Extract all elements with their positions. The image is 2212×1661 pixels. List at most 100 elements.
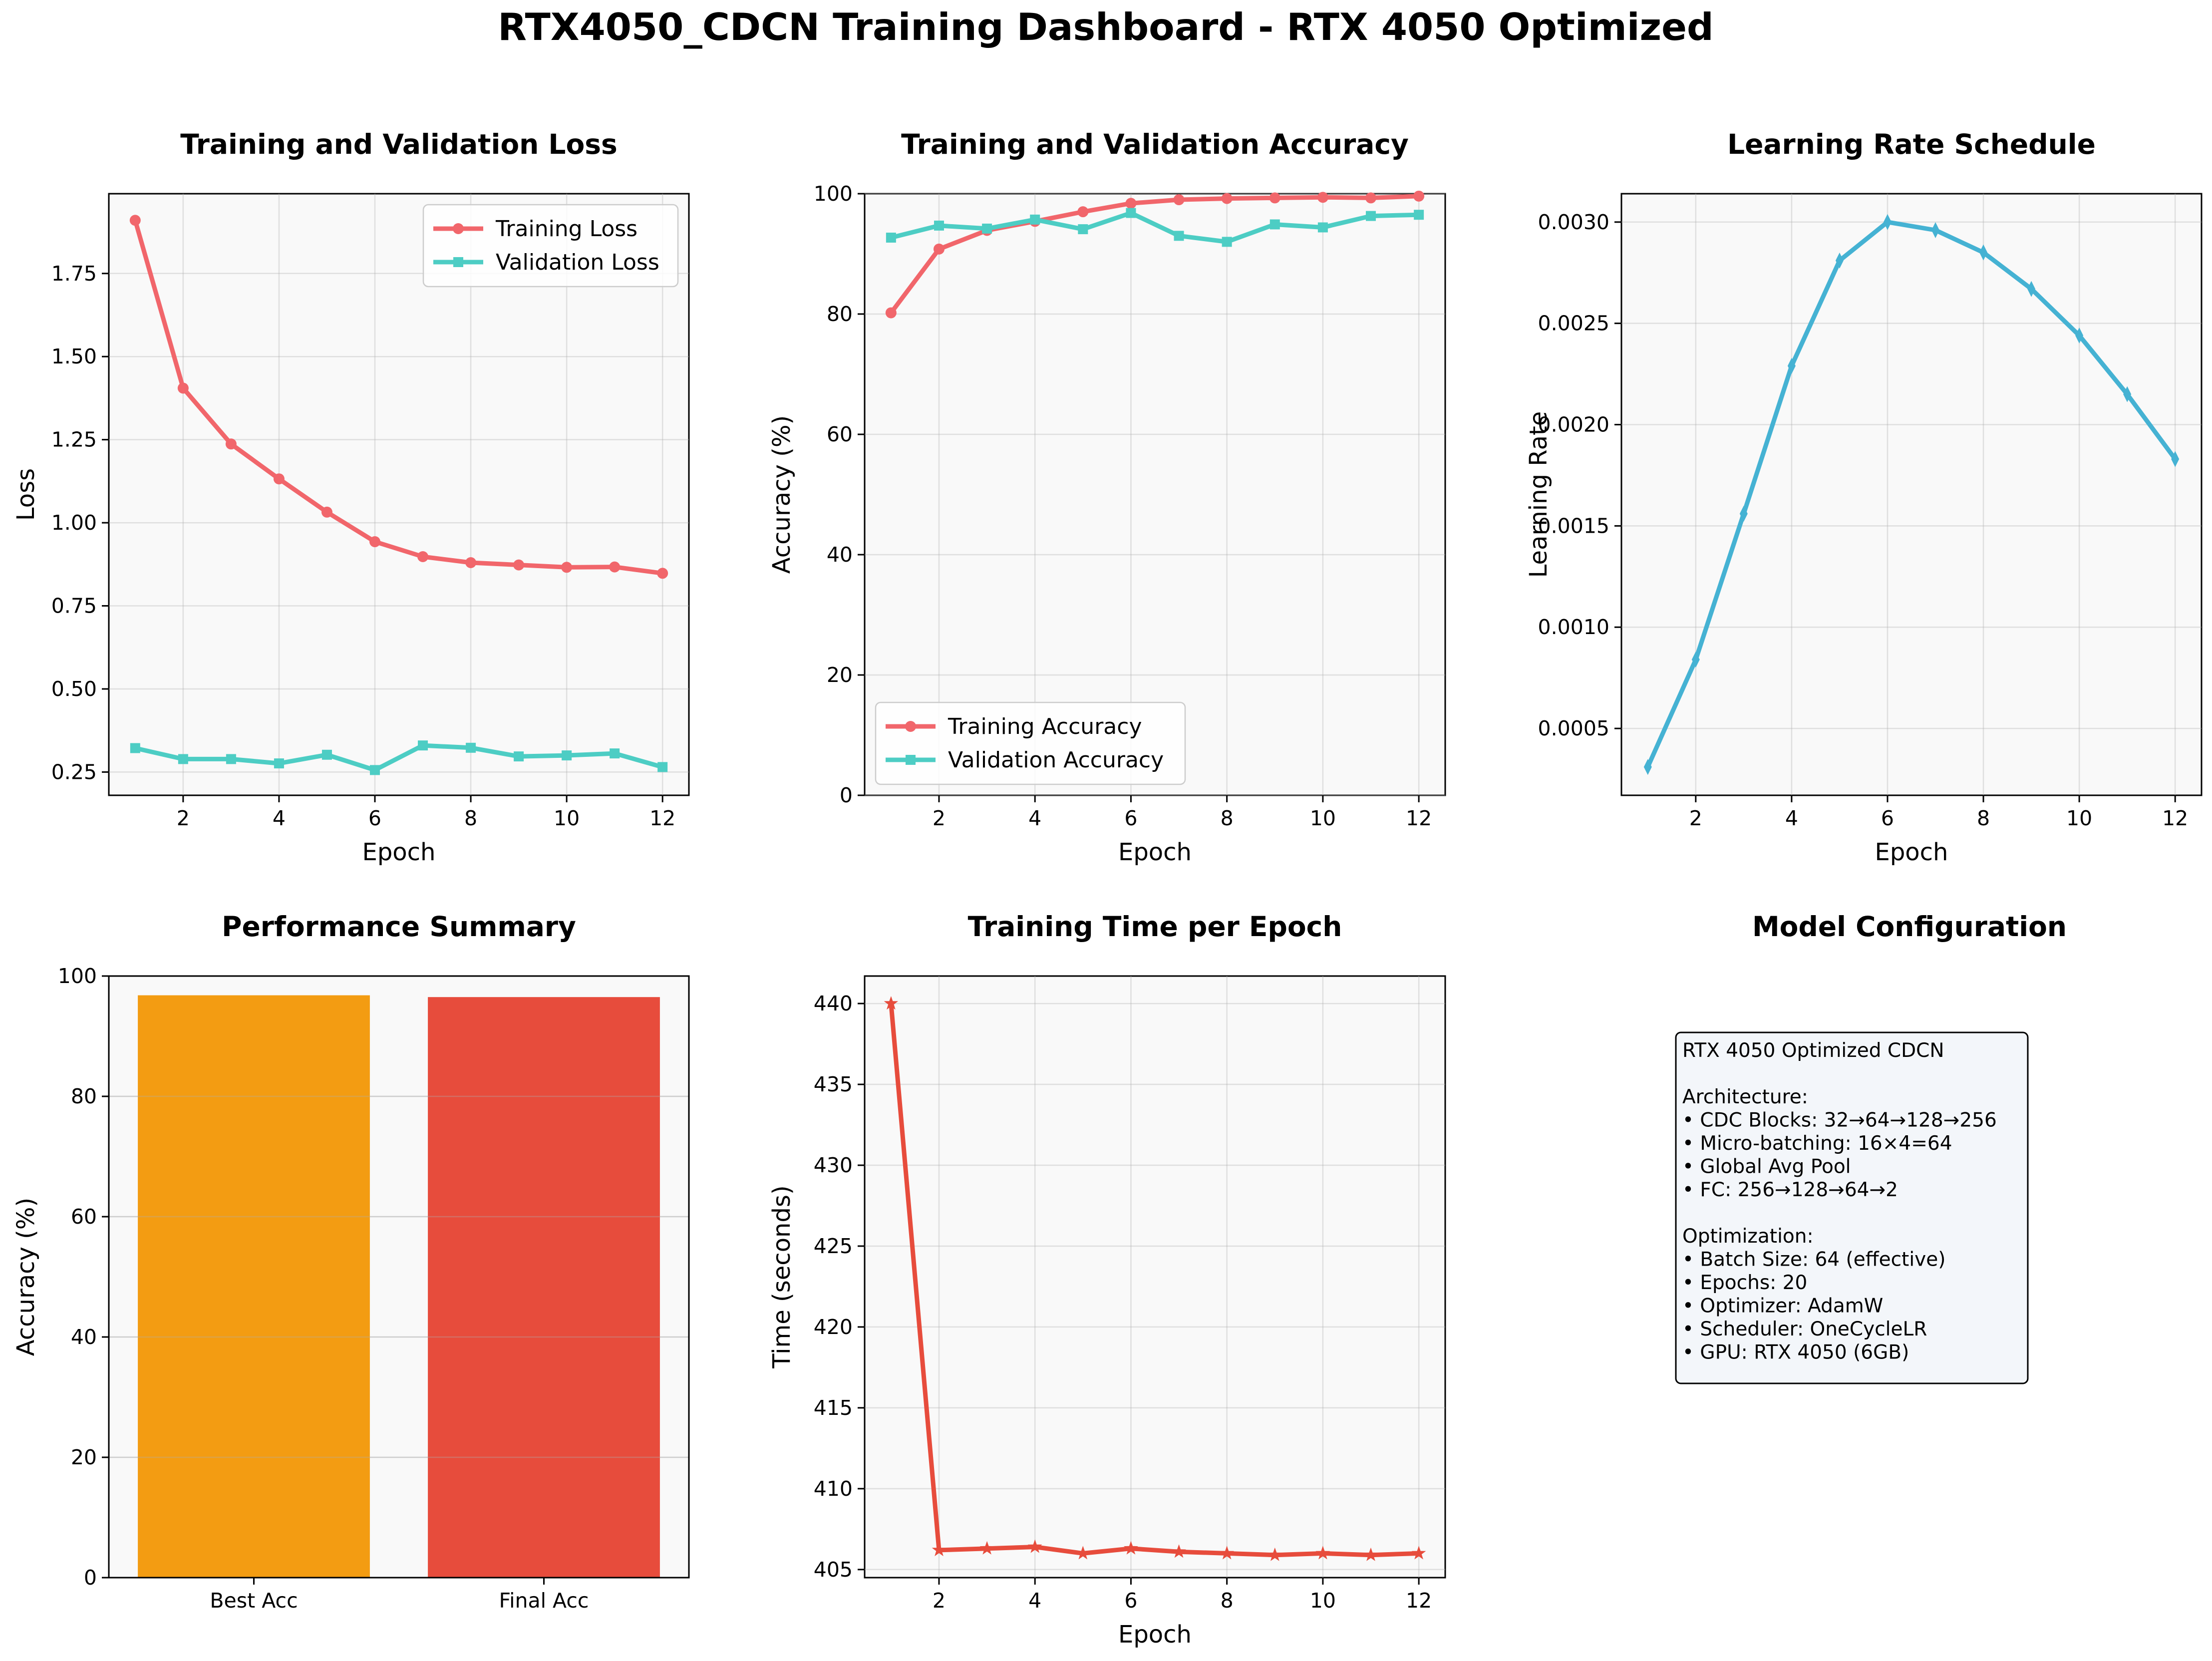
data-point: [562, 750, 572, 761]
y-axis-label: Accuracy (%): [768, 415, 796, 574]
data-point: [1835, 252, 1844, 269]
data-point: [1413, 190, 1425, 202]
data-point: [2123, 386, 2132, 402]
legend-box: [422, 204, 679, 288]
x-tick-label: 6: [1124, 1589, 1137, 1613]
config-line: • Epochs: 20: [1682, 1272, 1807, 1294]
data-point: [466, 742, 476, 753]
y-tick-label: 420: [814, 1315, 853, 1339]
config-line: • CDC Blocks: 32→64→128→256: [1682, 1109, 1997, 1132]
data-point: [178, 754, 188, 764]
data-point: [1126, 208, 1136, 218]
y-tick-label: 425: [814, 1234, 853, 1258]
config-line: RTX 4050 Optimized CDCN: [1682, 1039, 1944, 1062]
y-tick-label: 1.00: [51, 511, 97, 535]
series-line: [133, 218, 665, 576]
data-point: [1411, 1546, 1426, 1560]
data-point: [982, 223, 992, 234]
x-tick-label: 4: [273, 806, 286, 830]
x-tick-label: 6: [1881, 806, 1894, 830]
y-tick-label: 0: [840, 783, 853, 807]
y-tick-label: 1.50: [51, 344, 97, 368]
config-line: • FC: 256→128→64→2: [1682, 1179, 1898, 1201]
x-tick-label: 4: [1028, 1589, 1041, 1613]
config-line: • Batch Size: 64 (effective): [1682, 1249, 1945, 1271]
x-tick-label: 10: [2066, 806, 2092, 830]
data-point: [1267, 1547, 1282, 1561]
dashboard-title: RTX4050_CDCN Training Dashboard - RTX 40…: [498, 5, 1714, 49]
x-axis-label: Epoch: [1875, 838, 1948, 866]
y-tick-label: 0.0030: [1538, 210, 1609, 234]
data-point: [1030, 214, 1040, 225]
legend-swatch-marker: [905, 721, 916, 732]
data-point: [1365, 192, 1377, 204]
data-point: [1078, 224, 1088, 235]
series-line: [889, 194, 1421, 316]
series-line: [889, 211, 1421, 244]
data-point: [1691, 652, 1700, 668]
data-point: [1979, 244, 1988, 261]
plot-area: [864, 975, 1446, 1579]
y-tick-label: 1.75: [51, 262, 97, 286]
y-tick-label: 415: [814, 1396, 853, 1420]
data-point: [1317, 222, 1328, 233]
config-line: • Optimizer: AdamW: [1682, 1295, 1883, 1318]
data-point: [129, 215, 141, 226]
y-tick-label: 0.0010: [1538, 615, 1609, 639]
y-tick-label: 80: [827, 302, 853, 326]
x-tick-label: 12: [1406, 1589, 1432, 1613]
learning-rate-chart: Learning Rate Schedule Epoch Learning Rate…: [1525, 128, 2203, 866]
data-point: [225, 438, 237, 450]
data-point: [884, 996, 899, 1010]
data-point: [1173, 194, 1185, 206]
data-point: [130, 743, 140, 753]
data-point: [274, 758, 284, 769]
plot-frame: [108, 975, 690, 1579]
y-tick-label: 435: [814, 1072, 853, 1096]
data-point: [1883, 214, 1892, 230]
y-tick-label: 410: [814, 1477, 853, 1501]
y-tick-label: 430: [814, 1153, 853, 1177]
config-line: • GPU: RTX 4050 (6GB): [1682, 1341, 1909, 1364]
x-tick-label: 2: [933, 1589, 946, 1613]
x-tick-label: 2: [1689, 806, 1702, 830]
training-time-chart: Training Time per Epoch Epoch Time (second…: [768, 911, 1446, 1649]
data-point: [1414, 210, 1424, 220]
bar: [138, 995, 370, 1578]
data-point: [273, 473, 285, 485]
data-point: [1643, 759, 1652, 775]
legend-entry: Training Loss: [495, 216, 637, 242]
data-point: [1315, 1546, 1330, 1560]
data-point: [369, 765, 380, 775]
x-tick-label: 12: [649, 806, 675, 830]
y-tick-label: 60: [71, 1205, 97, 1229]
data-point: [1363, 1547, 1378, 1561]
data-point: [1172, 1544, 1186, 1558]
data-point: [1077, 206, 1089, 218]
y-tick-label: 40: [827, 543, 853, 567]
data-point: [177, 382, 189, 394]
x-tick-label: 2: [933, 806, 946, 830]
plot-area: [108, 193, 690, 796]
data-point: [1269, 192, 1280, 204]
data-point: [369, 536, 380, 548]
y-tick-label: 0.0020: [1538, 413, 1609, 437]
data-point: [933, 243, 945, 255]
config-line: Optimization:: [1682, 1225, 1814, 1248]
category-label: Best Acc: [210, 1589, 298, 1613]
y-tick-label: 60: [827, 422, 853, 446]
x-tick-label: 2: [177, 806, 190, 830]
category-label: Final Acc: [499, 1589, 589, 1613]
y-axis-label: Loss: [12, 468, 40, 521]
x-tick-label: 10: [554, 806, 580, 830]
config-panel-title: Model Configuration: [1752, 911, 2067, 943]
chart-title: Performance Summary: [222, 911, 576, 943]
data-point: [1027, 1539, 1042, 1553]
data-point: [561, 562, 573, 573]
config-line: Architecture:: [1682, 1086, 1808, 1108]
legend-box: [875, 701, 1186, 785]
x-tick-label: 6: [368, 806, 381, 830]
data-point: [2027, 281, 2036, 297]
data-point: [2075, 328, 2084, 344]
x-tick-label: 8: [1977, 806, 1990, 830]
